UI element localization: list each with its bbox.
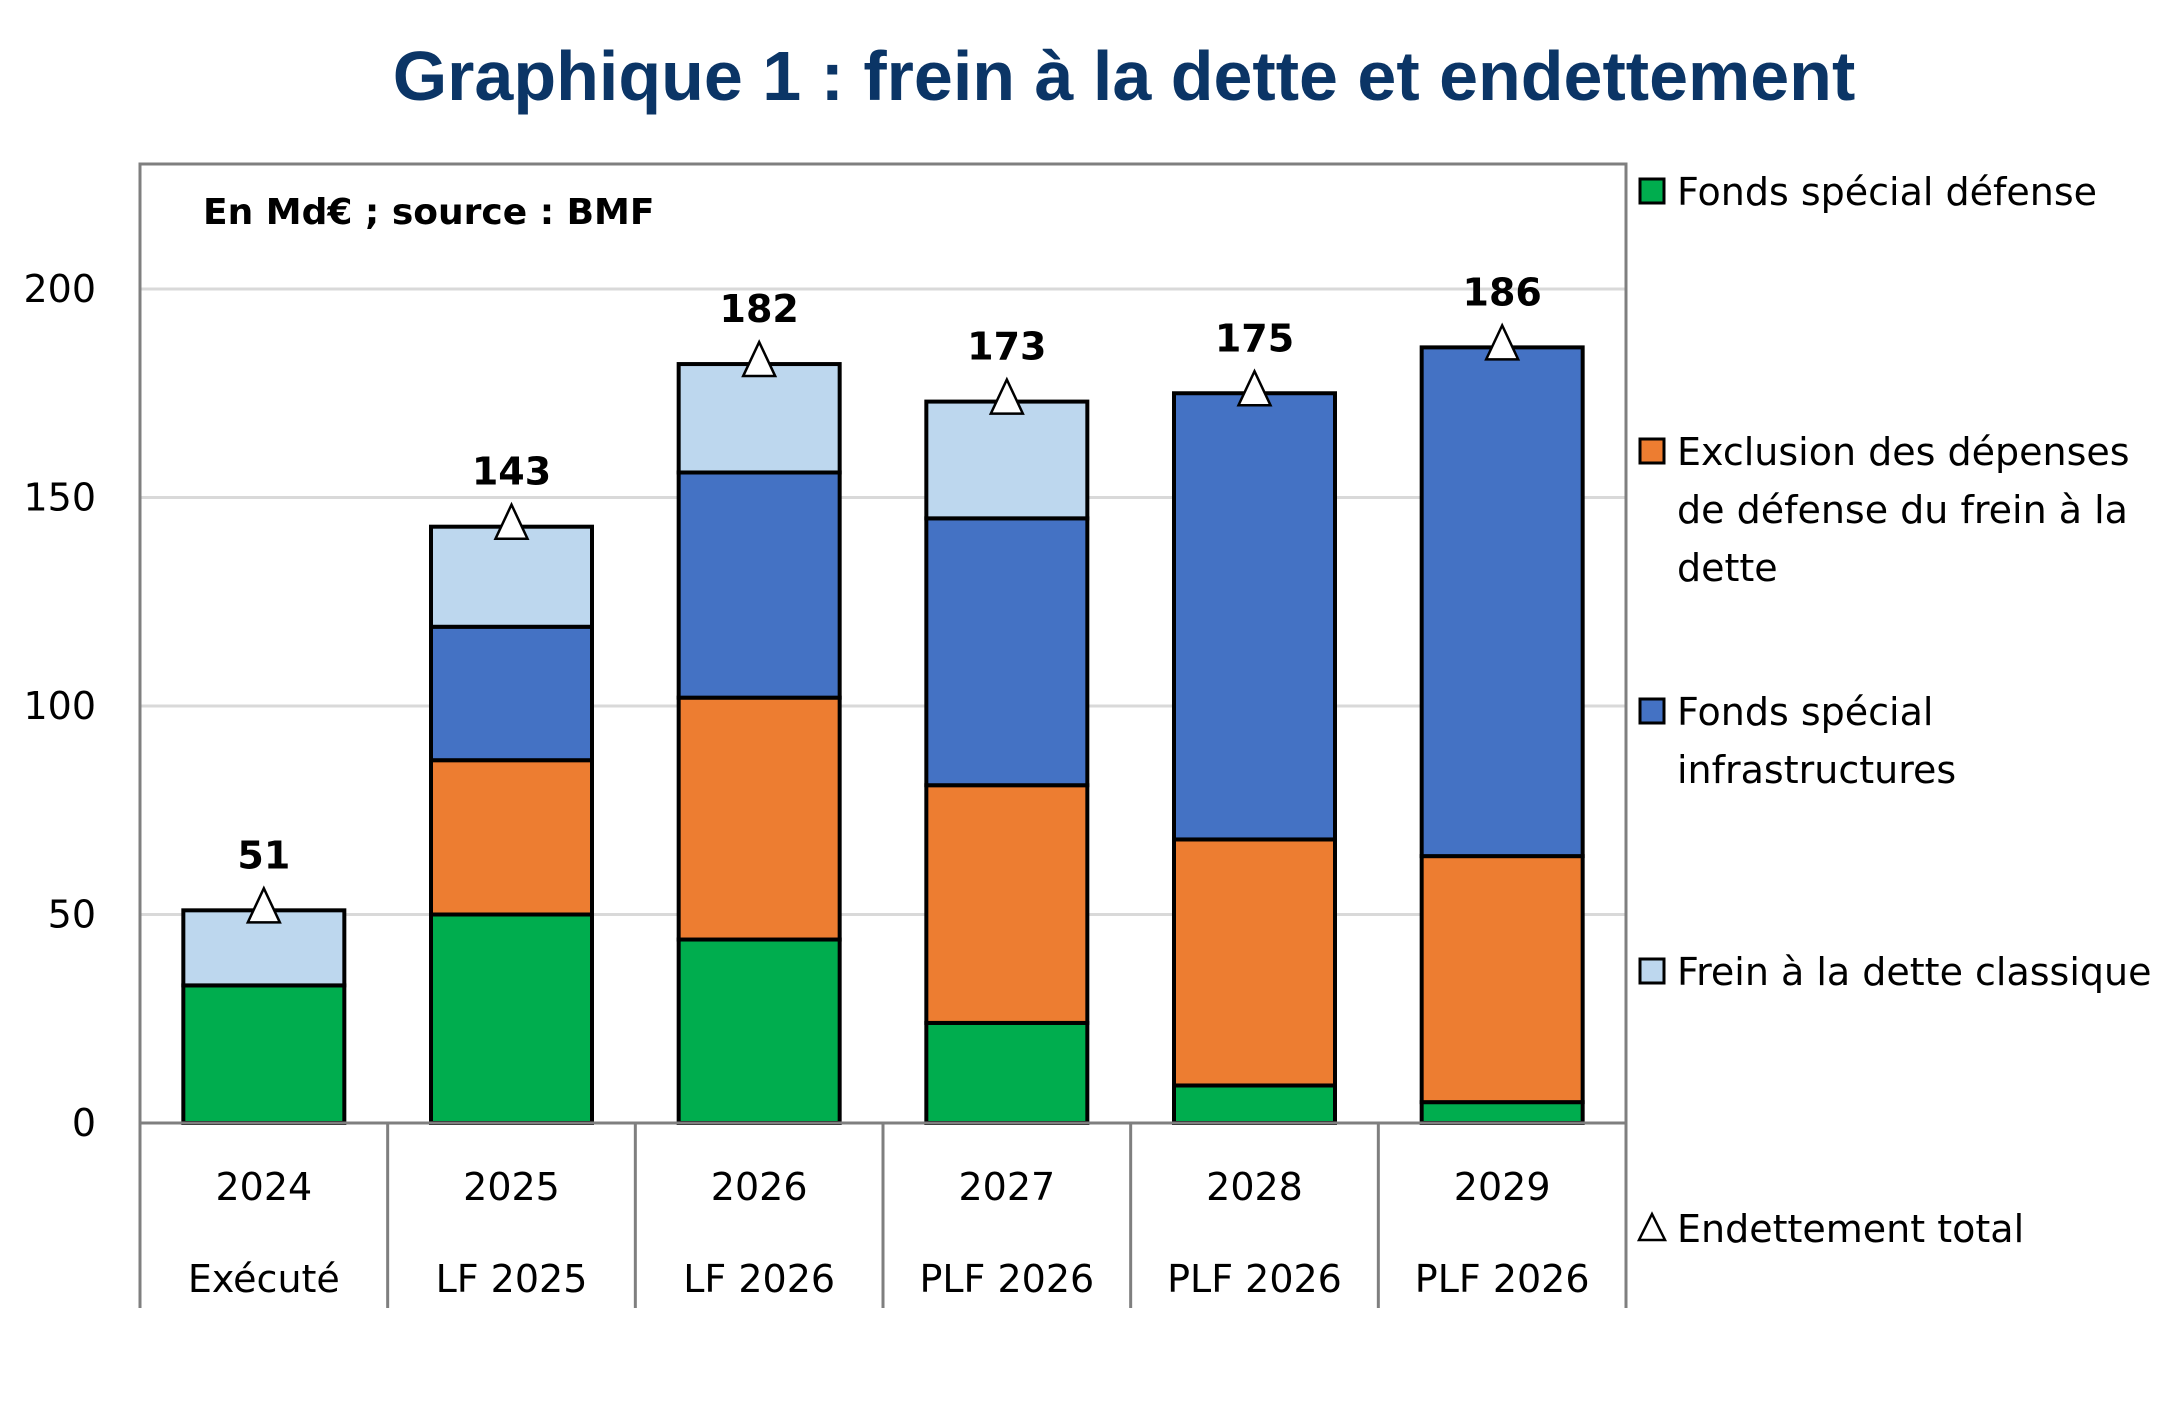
x-subcategory-label: PLF 2026	[1415, 1257, 1590, 1301]
x-tick-label: 2025	[463, 1165, 560, 1209]
bar-segment	[429, 524, 594, 629]
total-data-label: 186	[1463, 270, 1542, 314]
x-subcategory-label: PLF 2026	[919, 1257, 1094, 1301]
bar-segment	[1172, 837, 1337, 1088]
legend-swatch	[1638, 697, 1666, 725]
bar-segment	[676, 695, 842, 942]
total-marker	[741, 339, 778, 378]
bar-segment	[181, 983, 347, 1126]
total-data-label: 182	[720, 287, 799, 331]
bar-segment	[924, 516, 1090, 788]
total-marker	[245, 885, 282, 924]
legend-triangle-marker	[1636, 1211, 1668, 1242]
y-tick-label: 0	[72, 1101, 96, 1145]
bar-segment	[924, 399, 1090, 521]
total-marker	[493, 501, 530, 540]
chart-title: Graphique 1 : frein à la dette et endett…	[393, 37, 1856, 115]
y-tick-label: 50	[48, 893, 96, 937]
x-tick-label: 2028	[1206, 1165, 1303, 1209]
x-subcategory-label: PLF 2026	[1167, 1257, 1342, 1301]
legend-label: Endettement total	[1677, 1207, 2024, 1251]
y-tick-label: 150	[23, 476, 96, 520]
legend-label: Exclusion des dépenses	[1677, 430, 2130, 474]
x-tick-label: 2024	[215, 1165, 312, 1209]
bar-segment	[429, 758, 594, 917]
bar-segment	[676, 362, 842, 475]
legend-label: Fonds spécial défense	[1677, 170, 2097, 214]
bar-segment	[1419, 854, 1585, 1105]
x-subcategory-label: Exécuté	[188, 1257, 340, 1301]
legend-label: infrastructures	[1677, 748, 1956, 792]
bar-segment	[924, 783, 1090, 1025]
total-data-label: 173	[967, 325, 1046, 369]
bar-segment	[429, 912, 594, 1125]
x-subcategory-label: LF 2026	[683, 1257, 835, 1301]
bar-segment	[1419, 345, 1585, 859]
x-subcategory-label: LF 2025	[436, 1257, 588, 1301]
legend-label: dette	[1677, 546, 1778, 590]
x-tick-label: 2029	[1454, 1165, 1551, 1209]
total-marker	[1236, 368, 1273, 407]
legend-label: Frein à la dette classique	[1677, 950, 2152, 994]
legend-label: de défense du frein à la	[1677, 488, 2128, 532]
y-tick-label: 100	[23, 684, 96, 728]
legend-swatch	[1638, 177, 1666, 205]
legend-swatch	[1638, 437, 1666, 465]
bar-segment	[676, 937, 842, 1126]
legend-swatch	[1638, 957, 1666, 985]
bar-segment	[676, 470, 842, 700]
bar-segment	[429, 624, 594, 763]
total-data-label: 143	[472, 450, 551, 494]
total-marker	[988, 376, 1025, 415]
total-data-label: 175	[1215, 316, 1294, 360]
plot-frame	[138, 162, 1628, 1125]
legend-label: Fonds spécial	[1677, 690, 1933, 734]
bar-segment	[1172, 1083, 1337, 1125]
y-tick-label: 200	[23, 267, 96, 311]
x-tick-label: 2027	[958, 1165, 1055, 1209]
bar-segment	[1419, 1100, 1585, 1126]
total-marker	[1484, 322, 1521, 361]
total-data-label: 51	[237, 833, 290, 877]
x-tick-label: 2026	[711, 1165, 808, 1209]
bar-segment	[924, 1020, 1090, 1125]
bar-segment	[1172, 391, 1337, 842]
chart-annotation: En Md€ ; source : BMF	[203, 192, 654, 233]
